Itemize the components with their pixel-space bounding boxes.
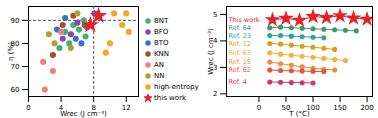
svg-text:0: 0	[26, 104, 30, 112]
svg-text:100: 100	[306, 104, 320, 113]
html-text:KNN: KNN	[154, 49, 170, 58]
svg-text:4: 4	[213, 37, 218, 46]
svg-text:8: 8	[91, 104, 96, 113]
html-text:NN: NN	[154, 71, 165, 80]
svg-text:Ref. 12: Ref. 12	[229, 40, 251, 48]
html-text:BTO: BTO	[154, 38, 169, 47]
html-text:AN: AN	[154, 60, 164, 69]
svg-text:200: 200	[360, 104, 373, 112]
svg-text:50: 50	[281, 104, 291, 113]
svg-text:Ref. 63: Ref. 63	[229, 49, 251, 57]
svg-text:70: 70	[11, 63, 20, 71]
svg-text:12: 12	[122, 104, 131, 112]
svg-text:4: 4	[58, 104, 64, 113]
svg-text:2: 2	[213, 90, 217, 98]
svg-text:Wrec (J cm⁻³): Wrec (J cm⁻³)	[60, 110, 107, 118]
svg-text:This work: This work	[228, 16, 260, 24]
svg-text:5: 5	[213, 11, 217, 19]
html-text:this work: this work	[154, 93, 186, 102]
svg-text:η (%): η (%)	[7, 42, 15, 61]
html-text:BFO: BFO	[154, 27, 169, 36]
svg-text:Ref. 15: Ref. 15	[229, 58, 251, 66]
svg-text:T (°C): T (°C)	[288, 110, 310, 118]
html-text:high-entropy: high-entropy	[154, 82, 199, 91]
svg-text:Ref. 64: Ref. 64	[229, 24, 251, 32]
html-text:BNT: BNT	[154, 16, 169, 25]
svg-text:Ref. 4: Ref. 4	[229, 78, 247, 86]
svg-text:60: 60	[11, 86, 20, 94]
svg-text:Ref. 62: Ref. 62	[229, 66, 251, 74]
svg-text:90: 90	[11, 17, 20, 25]
svg-text:Wrec (J cm⁻³): Wrec (J cm⁻³)	[207, 28, 215, 75]
svg-text:150: 150	[333, 104, 346, 112]
svg-text:0: 0	[257, 104, 261, 112]
svg-text:Ref. 23: Ref. 23	[229, 32, 251, 40]
